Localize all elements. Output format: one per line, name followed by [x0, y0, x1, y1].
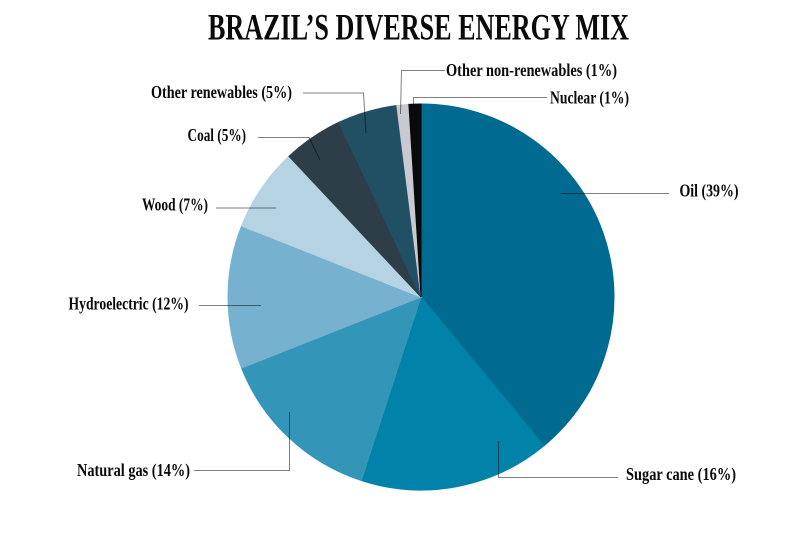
svg-text:Hydroelectric (12%): Hydroelectric (12%)	[69, 294, 189, 315]
svg-text:Oil (39%): Oil (39%)	[680, 181, 739, 202]
svg-text:Sugar cane (16%): Sugar cane (16%)	[626, 464, 736, 485]
svg-text:Coal (5%): Coal (5%)	[188, 125, 247, 146]
svg-text:BRAZIL’S DIVERSE ENERGY MIX: BRAZIL’S DIVERSE ENERGY MIX	[208, 8, 629, 49]
svg-text:Wood (7%): Wood (7%)	[142, 195, 208, 216]
svg-text:Nuclear (1%): Nuclear (1%)	[550, 88, 629, 109]
svg-text:Natural gas (14%): Natural gas (14%)	[77, 460, 190, 481]
svg-text:Other non-renewables (1%): Other non-renewables (1%)	[446, 60, 617, 81]
svg-text:Other renewables (5%): Other renewables (5%)	[151, 82, 292, 103]
